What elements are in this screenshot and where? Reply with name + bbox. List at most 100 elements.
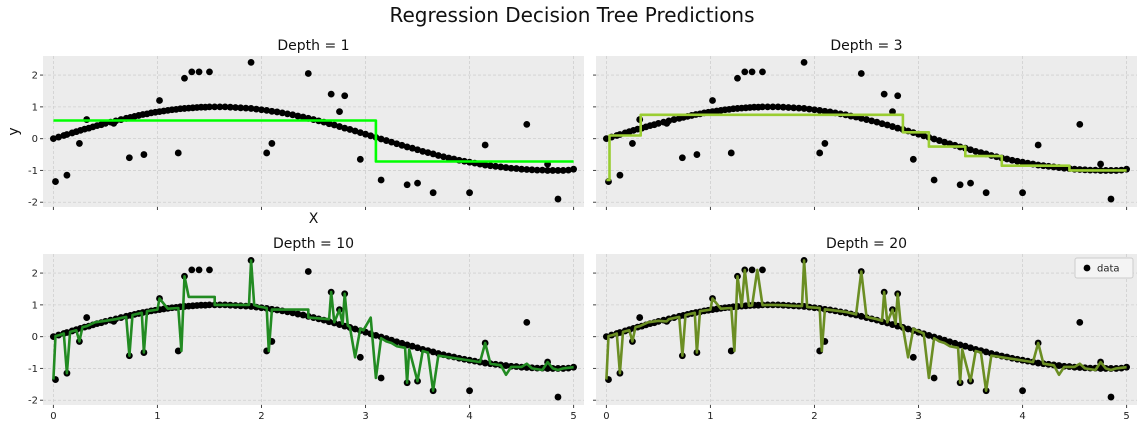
data-point [63,131,71,138]
y-tick-label: -1 [28,166,38,177]
data-point [629,140,636,147]
data-point [356,353,364,361]
data-point [55,133,63,141]
data-point [603,135,610,143]
data-point [502,362,510,369]
data-point [195,68,203,76]
y-tick-label: -2 [28,396,38,407]
data-point [362,130,369,138]
data-point [393,338,401,346]
data-point [759,68,766,76]
subplot-title: Depth = 1 [277,38,349,54]
data-point [372,331,380,339]
data-point [741,68,749,76]
data-point [289,309,297,317]
x-tick-label: 2 [258,411,264,422]
data-point [748,266,756,274]
data-point [327,90,335,98]
data-point [424,149,432,157]
data-point [523,318,531,326]
y-tick-label: 0 [32,134,38,145]
data-point [299,311,307,319]
data-point [294,310,302,318]
data-point [734,74,741,82]
data-point [1097,160,1104,168]
data-point [356,129,364,137]
data-point [1107,195,1115,203]
prediction-line [52,259,574,392]
data-point [549,167,557,174]
data-point [377,374,385,382]
data-point [247,58,255,66]
y-tick-label: -1 [28,364,38,375]
data-point [341,124,349,132]
data-point [466,189,473,197]
data-point [759,103,766,111]
data-point [528,166,536,174]
x-tick-label: 0 [50,411,56,422]
data-point [857,70,865,77]
data-point [50,135,57,143]
data-point [1076,120,1084,128]
data-point [382,137,390,144]
data-point [868,117,876,125]
data-point [403,181,411,189]
x-tick-label: 5 [1123,411,1129,422]
data-point [429,150,437,158]
data-point [880,90,888,98]
x-tick-label: 5 [570,411,576,422]
data-point [408,342,416,350]
data-point [336,123,343,130]
subplot-1: -2 -1 0 1 2 Depth = 1 Xy [6,38,584,227]
data-point [967,179,974,187]
x-axis-label: X [309,211,319,227]
plot-area [596,254,1137,405]
data-point [304,268,312,275]
data-point [709,97,716,104]
data-point [221,103,229,111]
data-point [1019,189,1026,197]
data-point [533,166,541,174]
data-point [492,162,499,170]
data-point [351,325,359,333]
data-point [429,189,437,197]
data-point [346,126,354,133]
data-point [211,103,219,111]
data-point [486,162,494,170]
data-point [252,105,260,113]
data-point [466,387,473,395]
data-point [977,149,985,157]
prediction-line [606,113,1127,182]
data-point [206,68,213,76]
figure-title: Regression Decision Tree Predictions [389,3,754,27]
x-tick-label: 1 [707,411,713,422]
data-point [140,151,148,158]
data-point [873,118,881,126]
data-point [403,143,411,151]
data-point [816,106,824,114]
data-point [748,68,756,76]
data-point [636,314,644,321]
data-point [967,344,974,352]
y-tick-label: 2 [32,71,38,82]
gridlines [596,254,1137,405]
data-point [727,347,735,355]
x-tick-label: 0 [603,411,609,422]
data-point [336,108,343,116]
x-tick-label: 2 [811,411,817,422]
data-point [821,140,829,147]
data-point [564,166,572,174]
data-point [258,106,265,114]
data-point [507,164,515,172]
data-point [263,149,271,157]
data-point [889,123,896,130]
data-point [377,176,385,184]
data-point [554,393,562,401]
data-point [774,103,782,111]
data-point [790,104,798,112]
data-point [237,104,245,112]
data-point [398,339,406,347]
data-point [554,195,562,203]
data-point [972,147,980,155]
data-point [951,339,959,347]
